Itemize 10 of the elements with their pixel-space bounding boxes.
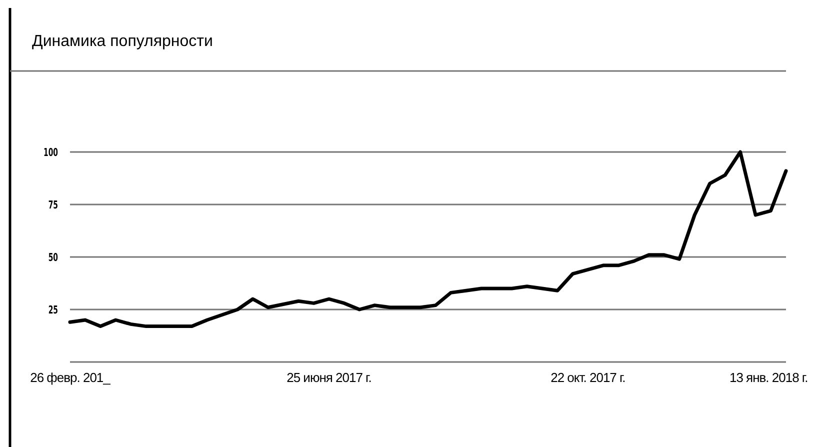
x-tick-label: 22 окт. 2017 г. <box>550 370 626 385</box>
x-tick-label: 13 янв. 2018 г. <box>729 370 808 385</box>
line-series <box>68 150 788 328</box>
y-tick-label: 100 <box>44 146 58 160</box>
x-tick-label: 25 июня 2017 г. <box>286 370 372 385</box>
x-tick-label: 26 февр. 201_ <box>30 370 112 385</box>
chart-title: Динамика популярности <box>32 33 213 50</box>
y-tick-label: 50 <box>48 252 58 264</box>
y-tick-label: 25 <box>48 304 58 317</box>
y-tick-label: 75 <box>48 199 58 212</box>
